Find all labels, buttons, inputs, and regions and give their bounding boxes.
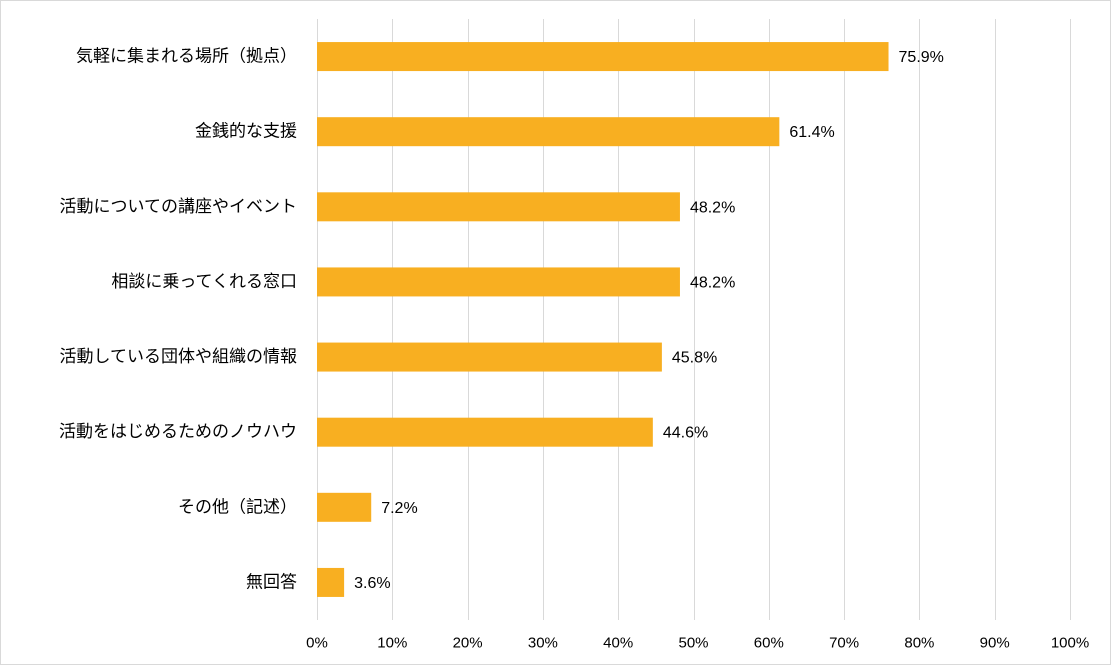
category-label-4: 活動している団体や組織の情報 [60, 347, 298, 367]
gridlines [317, 19, 1071, 620]
category-label-5: 活動をはじめるためのノウハウ [59, 422, 297, 442]
bar-6 [317, 492, 372, 522]
x-tick-label-2: 20% [453, 635, 483, 652]
value-label-7: 3.6% [354, 575, 390, 592]
x-tick-label-8: 80% [904, 635, 934, 652]
value-label-6: 7.2% [381, 500, 417, 517]
x-tick-label-7: 70% [829, 635, 859, 652]
bar-1 [317, 117, 780, 147]
value-label-2: 48.2% [690, 199, 735, 216]
x-tick-label-3: 30% [528, 635, 558, 652]
category-label-7: 無回答 [246, 572, 297, 592]
value-label-4: 45.8% [672, 350, 717, 367]
category-label-3: 相談に乗ってくれる窓口 [111, 272, 297, 292]
category-labels: 気軽に集まれる場所（拠点） 金銭的な支援活動についての講座やイベント相談に乗ってく… [59, 47, 297, 593]
bar-5 [317, 417, 653, 447]
x-tick-label-5: 50% [678, 635, 708, 652]
x-tick-label-1: 10% [377, 635, 407, 652]
value-label-5: 44.6% [663, 425, 708, 442]
bars [317, 42, 889, 597]
value-label-0: 75.9% [899, 49, 944, 66]
category-label-1: 金銭的な支援 [195, 122, 297, 142]
bar-2 [317, 192, 680, 222]
bar-7 [317, 567, 345, 597]
x-tick-label-4: 40% [603, 635, 633, 652]
x-tick-label-6: 60% [754, 635, 784, 652]
category-label-0: 気軽に集まれる場所（拠点） [76, 47, 297, 67]
bar-0 [317, 42, 889, 72]
x-tick-label-9: 90% [980, 635, 1010, 652]
category-label-6: その他（記述） [178, 497, 297, 517]
x-axis-tick-labels: 0% 10% 20% 30% 40% 50% 60% 70% 80% 90% 100% [306, 635, 1089, 652]
x-tick-label-10: 100% [1051, 635, 1089, 652]
value-label-1: 61.4% [789, 124, 834, 141]
value-labels: 75.9% 61.4% 48.2% 48.2% 45.8% 44.6% 7.2% 3.6% [354, 49, 944, 592]
x-tick-label-0: 0% [306, 635, 328, 652]
bar-4 [317, 342, 662, 372]
category-label-2: 活動についての講座やイベント [60, 197, 298, 217]
bar-3 [317, 267, 680, 297]
value-label-3: 48.2% [690, 274, 735, 291]
